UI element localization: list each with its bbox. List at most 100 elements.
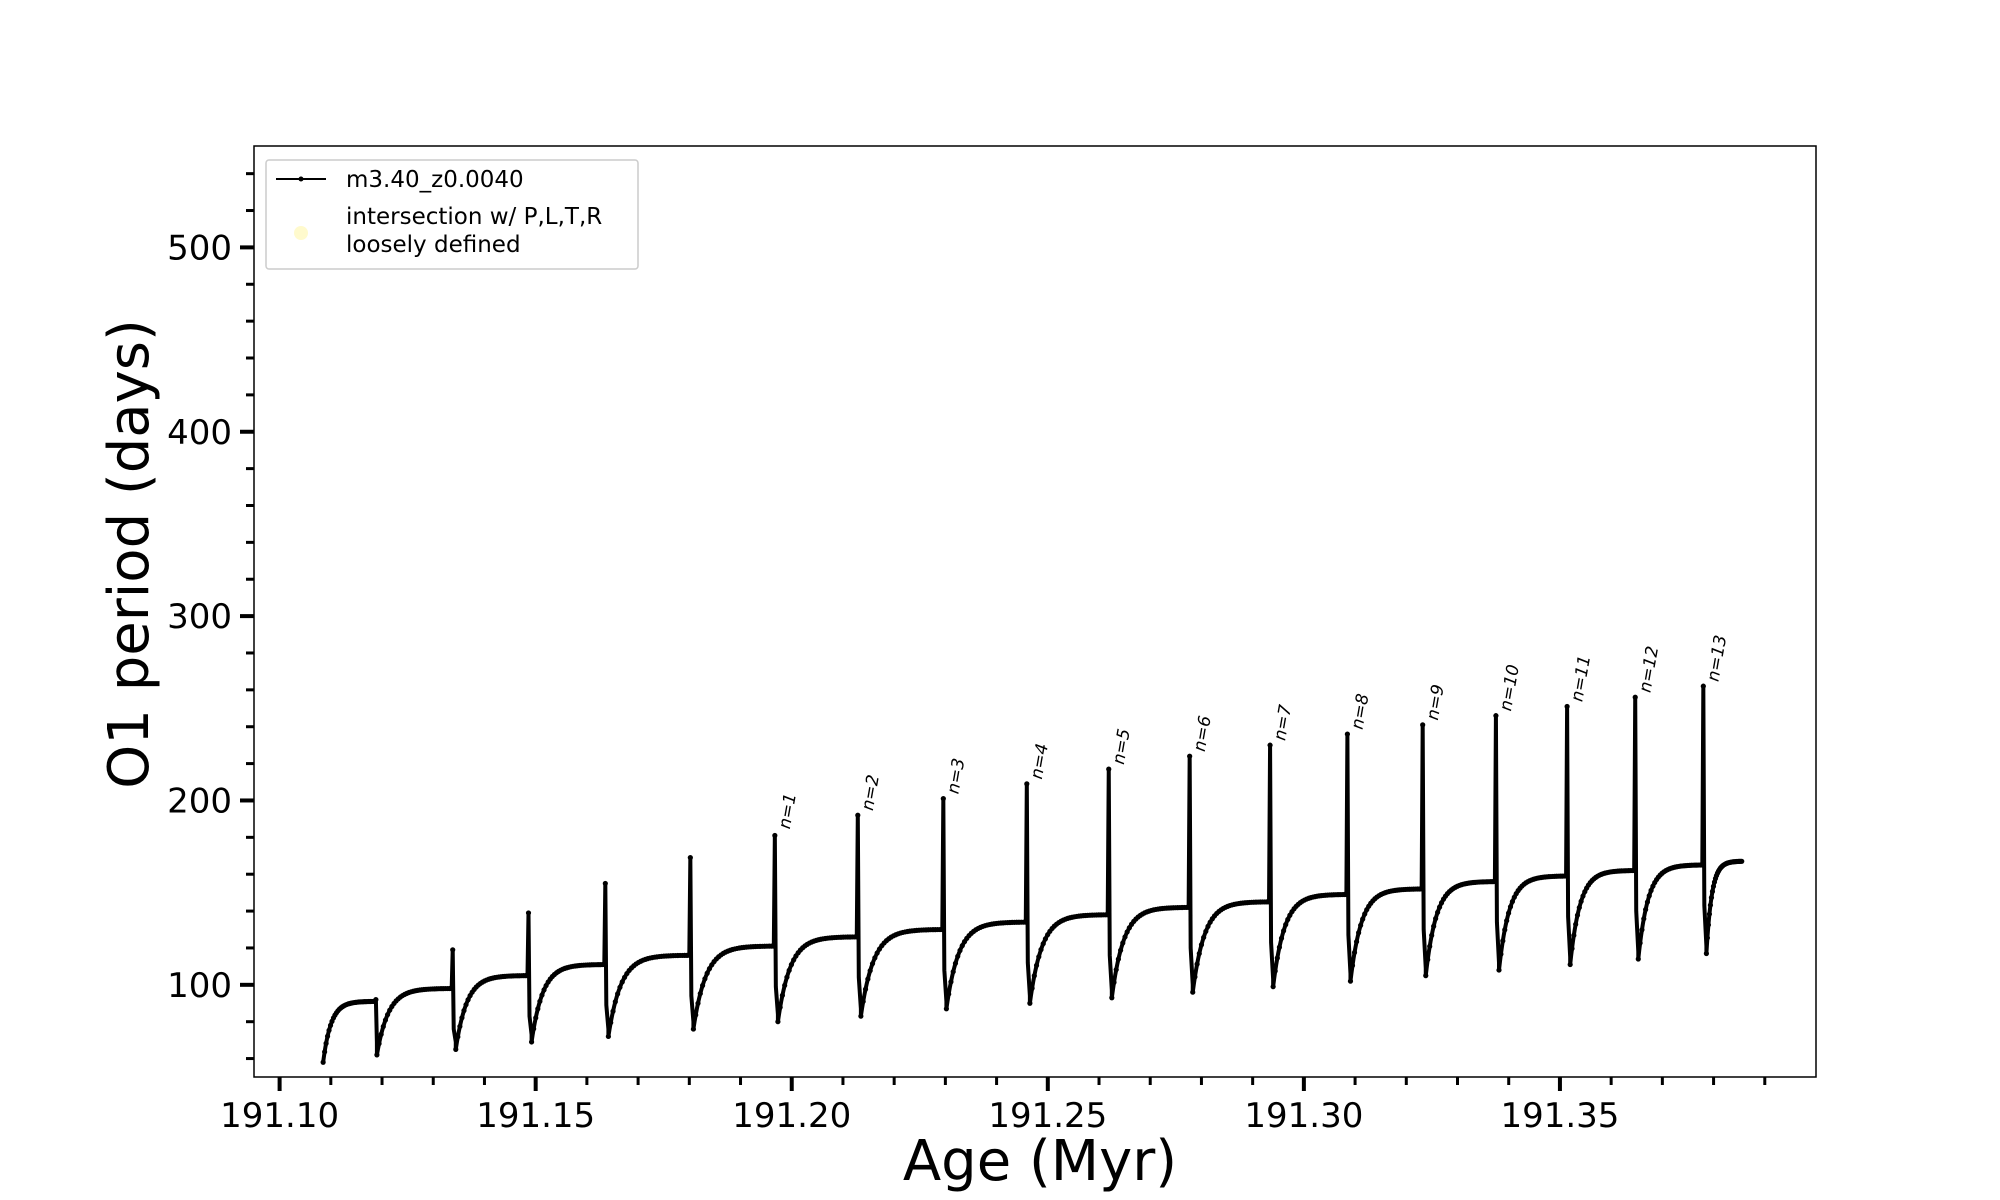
- annotation-layer: n=1 n=2 n=3 n=4 n=5 n=6 n=7 n=8 n=9 n=10 n=11 n=12 n…: [775, 634, 1731, 831]
- series-point: [1648, 887, 1654, 894]
- series-point: [1704, 935, 1711, 941]
- series-point: [621, 974, 628, 980]
- series-point: [1192, 974, 1198, 980]
- x-tick-label: 191.35: [1500, 1096, 1619, 1136]
- series-point: [779, 992, 786, 998]
- pulse-annotation: n=10: [1496, 663, 1524, 712]
- series-point: [1118, 947, 1124, 953]
- series-point: [1362, 911, 1368, 917]
- series-point: [1643, 907, 1649, 913]
- series-point: [528, 1039, 535, 1045]
- legend: m3.40_z0.0040 intersection w/ P,L,T,R lo…: [265, 159, 639, 270]
- series-point: [865, 976, 871, 982]
- legend-yellow-marker: [294, 226, 308, 240]
- series-point: [1644, 899, 1651, 905]
- series-point: [1124, 929, 1130, 935]
- series-point: [869, 961, 876, 967]
- plot-area: [253, 145, 1817, 1078]
- series-point: [791, 957, 797, 963]
- series-point: [1194, 961, 1200, 967]
- series-point: [384, 1012, 391, 1018]
- series-point: [324, 1033, 331, 1039]
- series-point: [1563, 873, 1569, 879]
- series-point: [524, 973, 531, 979]
- series-point: [952, 960, 959, 966]
- legend-box: [265, 159, 639, 270]
- series-point: [1105, 912, 1111, 918]
- series-point: [1122, 934, 1128, 940]
- pulse-annotation: n=3: [944, 757, 970, 796]
- series-point: [1574, 912, 1581, 918]
- series-point: [602, 880, 608, 887]
- series-point: [784, 974, 790, 980]
- series-point: [1705, 922, 1712, 928]
- series-point: [1507, 904, 1514, 910]
- series-point: [608, 1020, 614, 1026]
- series-point: [1646, 893, 1652, 899]
- series-point: [1635, 956, 1641, 962]
- legend-label-intersection-line2: loosely defined: [346, 232, 521, 258]
- series-point: [1033, 962, 1040, 969]
- series-point: [1351, 949, 1358, 956]
- series-point: [373, 996, 379, 1003]
- series-point: [772, 832, 778, 839]
- series-point: [782, 982, 788, 989]
- series-point: [1739, 858, 1745, 864]
- series-point: [1201, 934, 1207, 941]
- series-point: [525, 910, 532, 916]
- series-point: [786, 967, 792, 973]
- series-point: [872, 955, 878, 961]
- series-point: [1347, 978, 1354, 984]
- series-point: [1500, 938, 1506, 944]
- series-point: [860, 998, 866, 1005]
- y-tick-label: 300: [167, 597, 232, 637]
- series-point: [1632, 694, 1638, 700]
- legend-line-marker: [298, 176, 304, 182]
- series-point: [690, 1026, 697, 1032]
- series-point: [775, 1019, 781, 1025]
- y-axis: 100 200 300 400 500: [167, 172, 254, 1061]
- series-point: [695, 1000, 701, 1006]
- series-point: [531, 1026, 537, 1032]
- series-point: [858, 1013, 864, 1019]
- series-point: [1196, 950, 1202, 957]
- series-point: [463, 1002, 469, 1008]
- series-point: [605, 1033, 611, 1040]
- series-point: [955, 953, 961, 959]
- series-point: [1031, 973, 1037, 979]
- series-point: [939, 926, 945, 933]
- series-point: [1190, 989, 1196, 995]
- series-point: [1707, 902, 1714, 908]
- series-point: [1639, 927, 1645, 933]
- series-point: [686, 952, 692, 958]
- series-point: [704, 970, 710, 976]
- series-point: [1631, 867, 1637, 874]
- series-point: [461, 1008, 467, 1014]
- y-axis-title: O1 period (days): [97, 319, 162, 789]
- y-tick-label: 200: [167, 781, 232, 821]
- series-point: [1272, 968, 1278, 974]
- series-point: [855, 812, 861, 818]
- series-point: [948, 979, 954, 985]
- series-point: [1637, 940, 1643, 946]
- series-point: [610, 1008, 616, 1014]
- series-point: [1564, 703, 1570, 710]
- series-point: [1420, 722, 1426, 728]
- x-tick-label: 191.15: [476, 1096, 595, 1136]
- series-point: [1353, 939, 1360, 945]
- series-point: [1276, 944, 1283, 950]
- legend-label-series: m3.40_z0.0040: [346, 167, 524, 193]
- series-point: [541, 987, 547, 993]
- series-point: [1580, 893, 1586, 899]
- series-point: [771, 943, 777, 949]
- series-point: [1027, 1000, 1033, 1006]
- series-point: [1641, 916, 1647, 922]
- series-point: [1266, 899, 1272, 905]
- series-point: [950, 969, 956, 975]
- series-point: [1349, 962, 1356, 969]
- series-point: [537, 998, 543, 1004]
- series-point: [1435, 909, 1441, 915]
- series-point: [1283, 922, 1289, 928]
- series-point: [453, 1046, 459, 1052]
